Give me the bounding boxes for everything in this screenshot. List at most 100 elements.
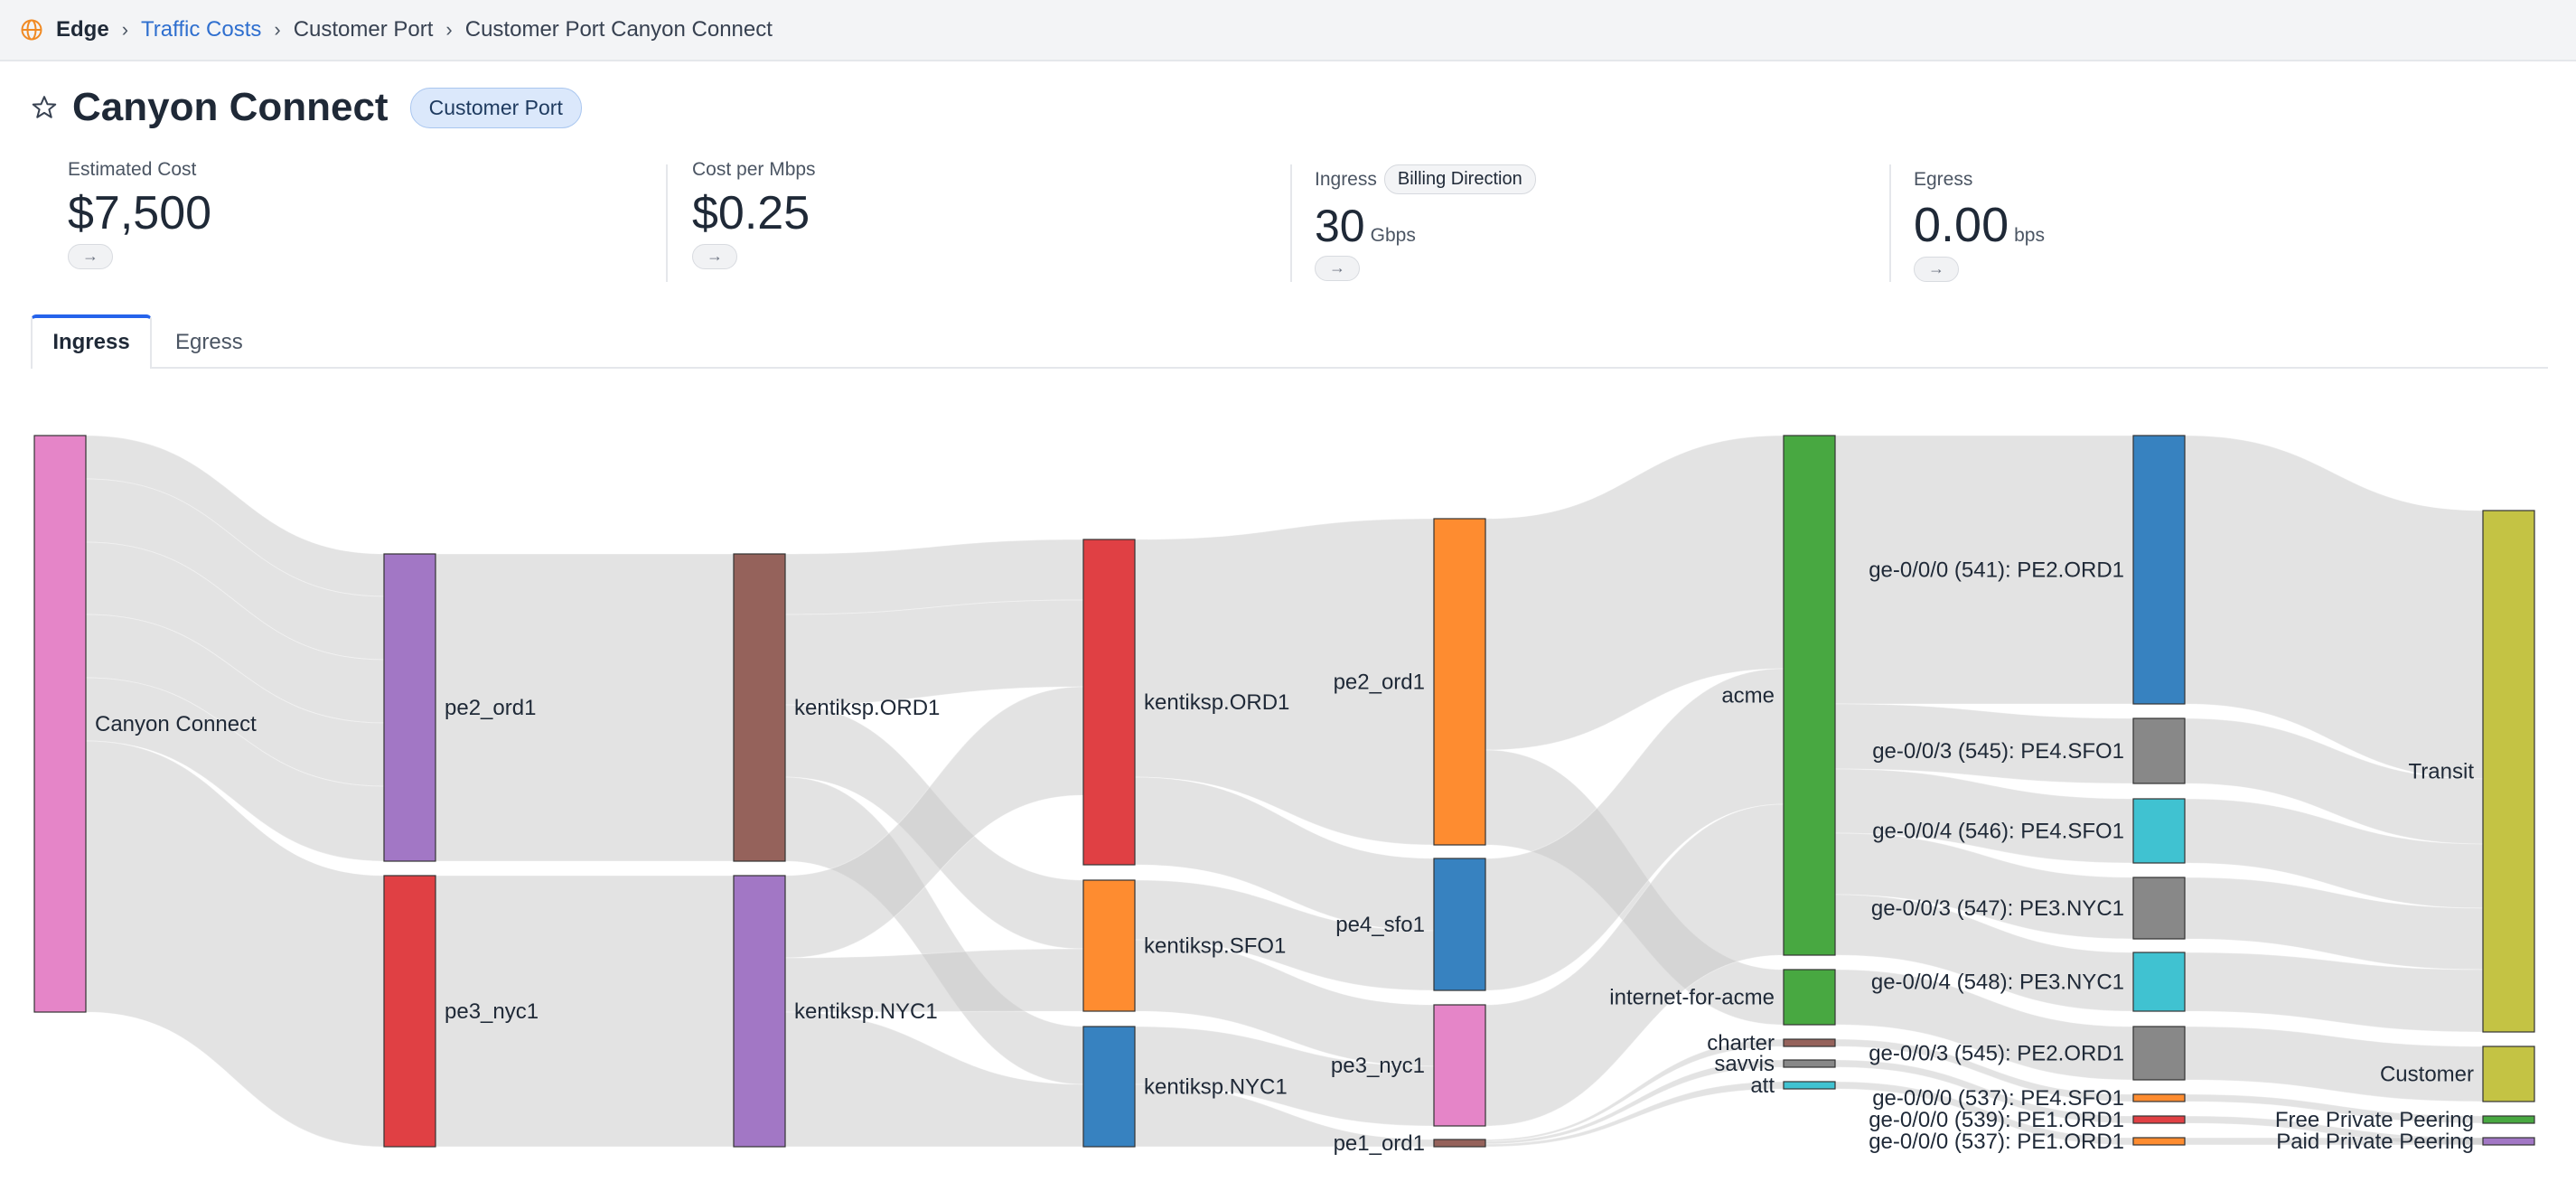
metric-label: Estimated Cost bbox=[68, 159, 197, 180]
sankey-nodes bbox=[33, 435, 2535, 1148]
sankey-node-pe3n_d[interactable] bbox=[1433, 1004, 1486, 1127]
sankey-node-i6[interactable] bbox=[2132, 1026, 2186, 1081]
sankey-node-savvis[interactable] bbox=[1783, 1059, 1836, 1068]
sankey-label-i2: ge-0/0/3 (545): PE4.SFO1 bbox=[1872, 739, 2124, 764]
star-outline-icon[interactable] bbox=[31, 94, 58, 121]
sankey-label-pe4s_d: pe4_sfo1 bbox=[1335, 913, 1425, 937]
sankey-label-pe1o_d: pe1_ord1 bbox=[1334, 1131, 1425, 1156]
sankey-label-charter: charter bbox=[1707, 1031, 1775, 1055]
metric-cost-per-mbps: Cost per Mbps $0.25 → bbox=[692, 159, 816, 282]
metric-ingress: Ingress Billing Direction 30 Gbps → bbox=[1315, 164, 1536, 287]
sankey-node-i2[interactable] bbox=[2132, 717, 2186, 784]
chevron-right-icon: › bbox=[121, 18, 129, 41]
sankey-label-kn_b: kentiksp.NYC1 bbox=[794, 999, 938, 1024]
sankey-node-i9[interactable] bbox=[2132, 1137, 2186, 1146]
sankey-label-i8: ge-0/0/0 (539): PE1.ORD1 bbox=[1869, 1108, 2124, 1132]
chevron-right-icon: › bbox=[274, 18, 281, 41]
sankey-label-i7: ge-0/0/0 (537): PE4.SFO1 bbox=[1872, 1086, 2124, 1111]
sankey-label-ks_c: kentiksp.SFO1 bbox=[1144, 934, 1286, 959]
breadcrumb-current-page: Customer Port Canyon Connect bbox=[464, 17, 773, 42]
sankey-node-pe2o_a[interactable] bbox=[383, 553, 436, 862]
sankey-node-pe1o_d[interactable] bbox=[1433, 1139, 1486, 1148]
arrow-right-button[interactable]: → bbox=[1315, 256, 1360, 281]
direction-tabs: Ingress Egress bbox=[31, 314, 2548, 369]
sankey-node-i4[interactable] bbox=[2132, 877, 2186, 940]
sankey-node-ko_b[interactable] bbox=[733, 553, 786, 862]
metric-label: Ingress bbox=[1315, 168, 1377, 190]
page-header: Canyon Connect Customer Port bbox=[31, 83, 582, 132]
breadcrumb-link-traffic-costs[interactable]: Traffic Costs bbox=[141, 17, 262, 42]
sankey-label-pe2o_a: pe2_ord1 bbox=[445, 696, 536, 720]
sankey-node-ko_c[interactable] bbox=[1082, 539, 1136, 866]
sankey-node-cc[interactable] bbox=[33, 435, 87, 1013]
sankey-label-customer: Customer bbox=[2380, 1063, 2474, 1087]
sankey-node-i1[interactable] bbox=[2132, 435, 2186, 705]
metric-divider bbox=[1290, 164, 1292, 282]
metric-value: 0.00 bbox=[1914, 198, 2009, 252]
sankey-label-ppp: Paid Private Peering bbox=[2276, 1130, 2474, 1154]
breadcrumb: Edge › Traffic Costs › Customer Port › C… bbox=[0, 0, 2576, 61]
sankey-node-i7[interactable] bbox=[2132, 1093, 2186, 1102]
sankey-label-i4: ge-0/0/3 (547): PE3.NYC1 bbox=[1871, 896, 2124, 921]
sankey-label-fpp: Free Private Peering bbox=[2275, 1108, 2474, 1132]
metric-label: Egress bbox=[1914, 169, 1973, 190]
page-title: Canyon Connect bbox=[72, 85, 389, 129]
tab-ingress[interactable]: Ingress bbox=[31, 314, 152, 369]
sankey-node-acme[interactable] bbox=[1783, 435, 1836, 956]
metric-egress: Egress 0.00 bps → bbox=[1914, 164, 2045, 287]
sankey-link-ko_b-to-ko_c[interactable] bbox=[784, 599, 1084, 706]
sankey-node-pe4s_d[interactable] bbox=[1433, 858, 1486, 991]
metric-value: $0.25 bbox=[692, 187, 810, 239]
metric-unit: Gbps bbox=[1370, 225, 1416, 246]
sankey-node-i5[interactable] bbox=[2132, 952, 2186, 1012]
sankey-label-i1: ge-0/0/0 (541): PE2.ORD1 bbox=[1869, 558, 2124, 583]
tab-egress[interactable]: Egress bbox=[175, 330, 243, 354]
metric-label: Cost per Mbps bbox=[692, 159, 816, 180]
sankey-label-i9: ge-0/0/0 (537): PE1.ORD1 bbox=[1869, 1130, 2124, 1154]
sankey-label-acme: acme bbox=[1721, 684, 1775, 708]
sankey-label-i5: ge-0/0/4 (548): PE3.NYC1 bbox=[1871, 971, 2124, 995]
sankey-label-att: att bbox=[1750, 1074, 1775, 1098]
sankey-label-transit: Transit bbox=[2409, 760, 2475, 784]
arrow-right-button[interactable]: → bbox=[68, 244, 113, 269]
breadcrumb-item-customer-port[interactable]: Customer Port bbox=[293, 17, 434, 42]
sankey-label-ifa: internet-for-acme bbox=[1609, 986, 1775, 1010]
sankey-label-pe3n_d: pe3_nyc1 bbox=[1331, 1054, 1425, 1078]
billing-direction-badge: Billing Direction bbox=[1383, 164, 1536, 194]
sankey-links bbox=[85, 435, 2484, 1148]
sankey-label-cc: Canyon Connect bbox=[95, 712, 257, 736]
sankey-node-att[interactable] bbox=[1783, 1081, 1836, 1090]
metric-divider bbox=[1889, 164, 1891, 282]
metric-divider bbox=[666, 164, 668, 282]
sankey-node-kn_b[interactable] bbox=[733, 875, 786, 1148]
sankey-label-kn_c: kentiksp.NYC1 bbox=[1144, 1075, 1288, 1100]
customer-port-badge: Customer Port bbox=[409, 87, 582, 128]
breadcrumb-root-edge[interactable]: Edge bbox=[56, 17, 109, 42]
sankey-node-charter[interactable] bbox=[1783, 1038, 1836, 1047]
sankey-label-ko_c: kentiksp.ORD1 bbox=[1144, 690, 1289, 715]
sankey-node-i3[interactable] bbox=[2132, 798, 2186, 864]
globe-icon bbox=[20, 18, 43, 42]
sankey-node-transit[interactable] bbox=[2482, 510, 2535, 1033]
sankey-node-i8[interactable] bbox=[2132, 1115, 2186, 1124]
metric-value: $7,500 bbox=[68, 187, 212, 239]
sankey-node-fpp[interactable] bbox=[2482, 1115, 2535, 1124]
metric-estimated-cost: Estimated Cost $7,500 → bbox=[68, 159, 211, 282]
sankey-node-kn_c[interactable] bbox=[1082, 1026, 1136, 1148]
metric-value: 30 bbox=[1315, 201, 1365, 251]
arrow-right-button[interactable]: → bbox=[692, 244, 737, 269]
sankey-node-ks_c[interactable] bbox=[1082, 879, 1136, 1012]
sankey-node-ppp[interactable] bbox=[2482, 1137, 2535, 1146]
metric-unit: bps bbox=[2014, 225, 2045, 246]
metric-value-row: 0.00 bps bbox=[1914, 197, 2045, 253]
sankey-node-customer[interactable] bbox=[2482, 1046, 2535, 1102]
sankey-label-pe2o_d: pe2_ord1 bbox=[1334, 671, 1425, 695]
sankey-label-i3: ge-0/0/4 (546): PE4.SFO1 bbox=[1872, 820, 2124, 844]
metric-label-row: Ingress Billing Direction bbox=[1315, 164, 1536, 194]
arrow-right-button[interactable]: → bbox=[1914, 257, 1959, 282]
sankey-node-ifa[interactable] bbox=[1783, 969, 1836, 1026]
sankey-node-pe3n_a[interactable] bbox=[383, 875, 436, 1148]
sankey-node-pe2o_d[interactable] bbox=[1433, 518, 1486, 846]
metric-value-row: 30 Gbps bbox=[1315, 200, 1536, 252]
